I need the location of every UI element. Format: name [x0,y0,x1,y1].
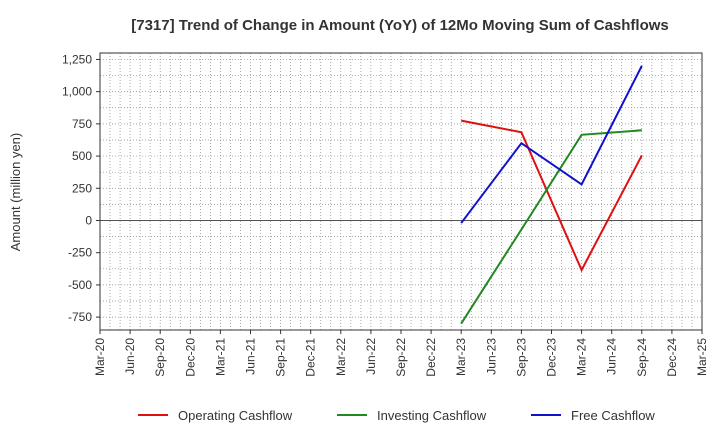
x-tick-label: Sep-21 [274,338,288,377]
x-tick-label: Dec-21 [304,338,318,377]
x-tick-label: Sep-22 [394,338,408,377]
legend: Operating Cashflow Investing Cashflow Free… [138,408,655,423]
x-tick-label: Mar-21 [213,338,227,376]
y-axis-label: Amount (million yen) [8,133,23,252]
x-tick-label: Jun-23 [484,338,498,375]
y-tick-label: 0 [85,213,92,227]
x-axis-ticks: Mar-20 Jun-20 Sep-20 Dec-20 Mar-21 Jun-21 Sep-… [93,330,709,377]
x-tick-label: Sep-23 [514,338,528,377]
y-axis-ticks: 1,250 1,000 750 500 250 0 -250 -500 -750 [62,52,100,324]
y-tick-label: 500 [72,149,92,163]
x-tick-label: Jun-22 [364,338,378,375]
x-tick-label: Mar-23 [454,338,468,376]
x-tick-label: Dec-23 [545,338,559,377]
series-line [461,119,643,273]
y-tick-label: 1,250 [62,52,92,66]
y-tick-label: -500 [68,278,92,292]
series-lines [460,65,643,325]
legend-label: Operating Cashflow [178,408,293,423]
y-tick-label: 1,000 [62,85,92,99]
series-line [460,65,643,224]
x-tick-label: Jun-21 [244,338,258,375]
x-tick-label: Sep-20 [153,338,167,377]
y-tick-label: 250 [72,181,92,195]
x-tick-label: Jun-24 [605,338,619,375]
x-tick-label: Mar-25 [695,338,709,376]
chart-title: [7317] Trend of Change in Amount (YoY) o… [131,17,669,34]
x-tick-label: Mar-22 [334,338,348,376]
x-tick-label: Sep-24 [635,338,649,377]
grid-lines [99,53,703,330]
x-tick-label: Dec-20 [183,338,197,377]
x-tick-label: Dec-22 [424,338,438,377]
x-tick-label: Dec-24 [665,338,679,377]
y-tick-label: -250 [68,246,92,260]
series-line [460,129,642,325]
legend-label: Investing Cashflow [377,408,487,423]
legend-label: Free Cashflow [571,408,655,423]
x-tick-label: Mar-24 [575,338,589,376]
x-tick-label: Mar-20 [93,338,107,376]
y-tick-label: -750 [68,310,92,324]
y-tick-label: 750 [72,117,92,131]
x-tick-label: Jun-20 [123,338,137,375]
plot-frame [99,52,703,331]
